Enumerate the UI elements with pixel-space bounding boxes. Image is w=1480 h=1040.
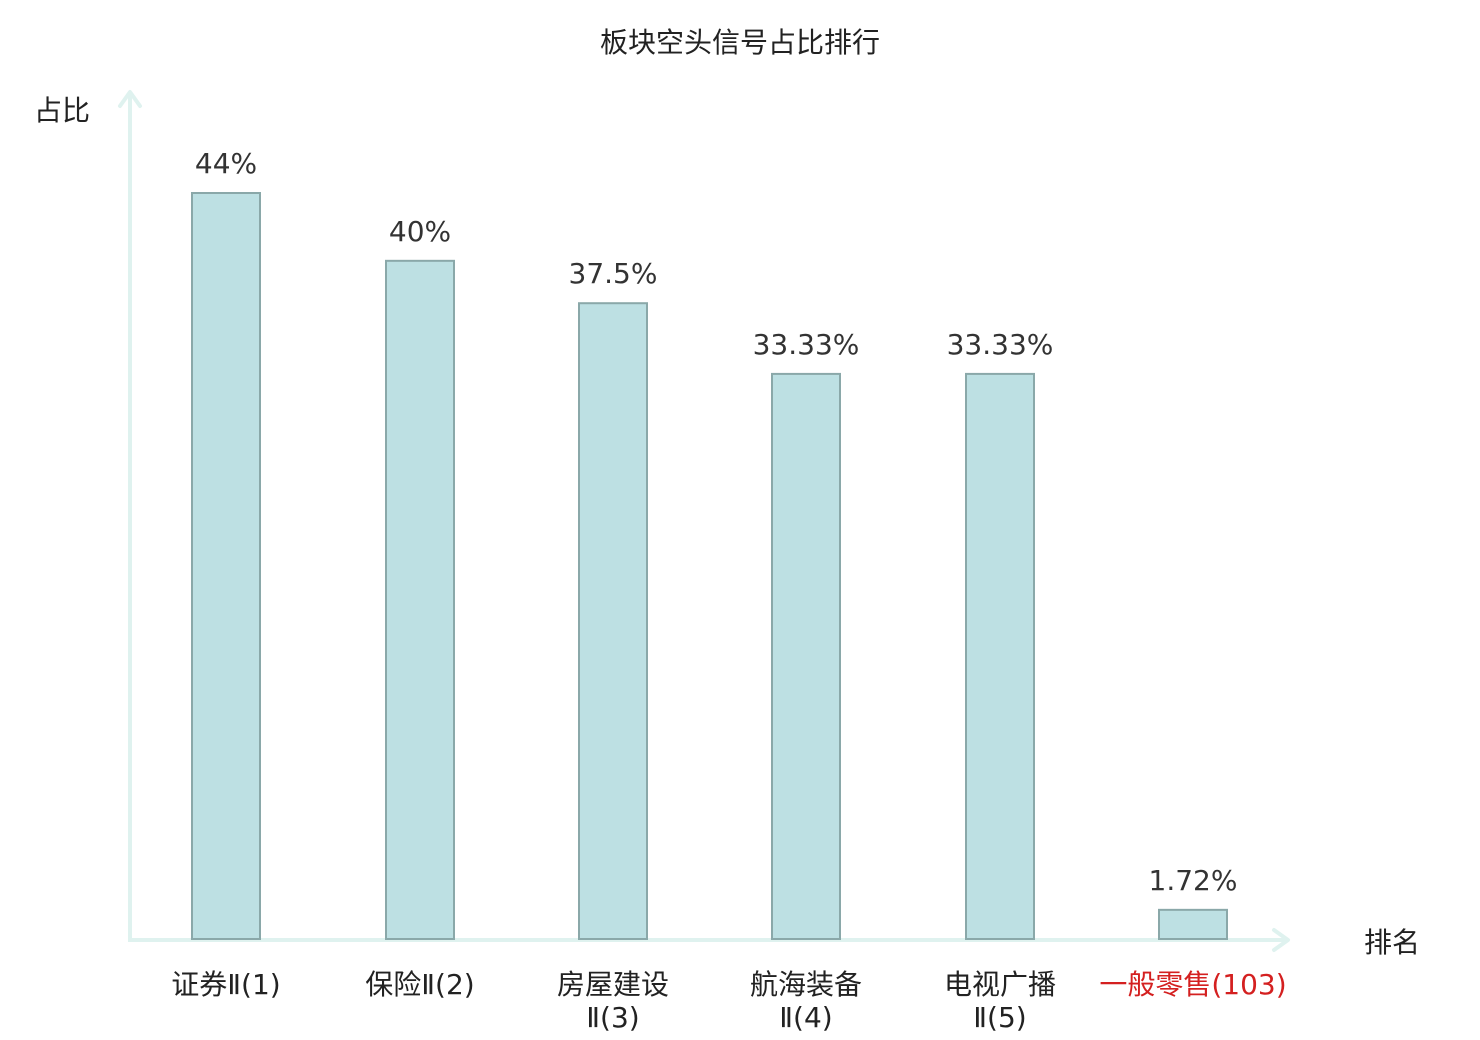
value-label-2: 40% <box>389 215 451 248</box>
value-label-6: 1.72% <box>1149 864 1238 897</box>
value-label-3: 37.5% <box>569 257 658 290</box>
x-axis <box>128 928 1290 952</box>
bar-6 <box>1158 908 1228 941</box>
chart-title: 板块空头信号占比排行 <box>600 26 880 59</box>
y-axis <box>118 90 142 940</box>
category-label-3-line-2: Ⅱ(3) <box>586 1001 639 1034</box>
category-label-4-line-2: Ⅱ(4) <box>779 1001 832 1034</box>
category-label-2: 保险Ⅱ(2) <box>365 968 474 1001</box>
value-label-1: 44% <box>195 147 257 180</box>
y-axis-title: 占比 <box>34 94 90 127</box>
category-label-5: 电视广播 <box>944 968 1056 1001</box>
bar-3 <box>578 302 648 941</box>
bars-group <box>191 192 1228 941</box>
value-label-5: 33.33% <box>947 328 1054 361</box>
bar-1 <box>191 192 261 940</box>
bar-2 <box>385 259 455 940</box>
category-label-5-line-2: Ⅱ(5) <box>973 1001 1026 1034</box>
category-label-4: 航海装备 <box>750 968 862 1001</box>
category-label-1: 证券Ⅱ(1) <box>171 968 280 1001</box>
category-label-3: 房屋建设 <box>557 968 669 1001</box>
value-labels-group: 44% 40% 37.5% 33.33% 33.33% 1.72% <box>195 147 1238 897</box>
value-label-4: 33.33% <box>753 328 860 361</box>
x-axis-title: 排名 <box>1364 926 1420 959</box>
bar-5 <box>965 372 1035 940</box>
category-label-6: 一般零售(103) <box>1099 968 1286 1001</box>
bar-4 <box>771 372 841 940</box>
